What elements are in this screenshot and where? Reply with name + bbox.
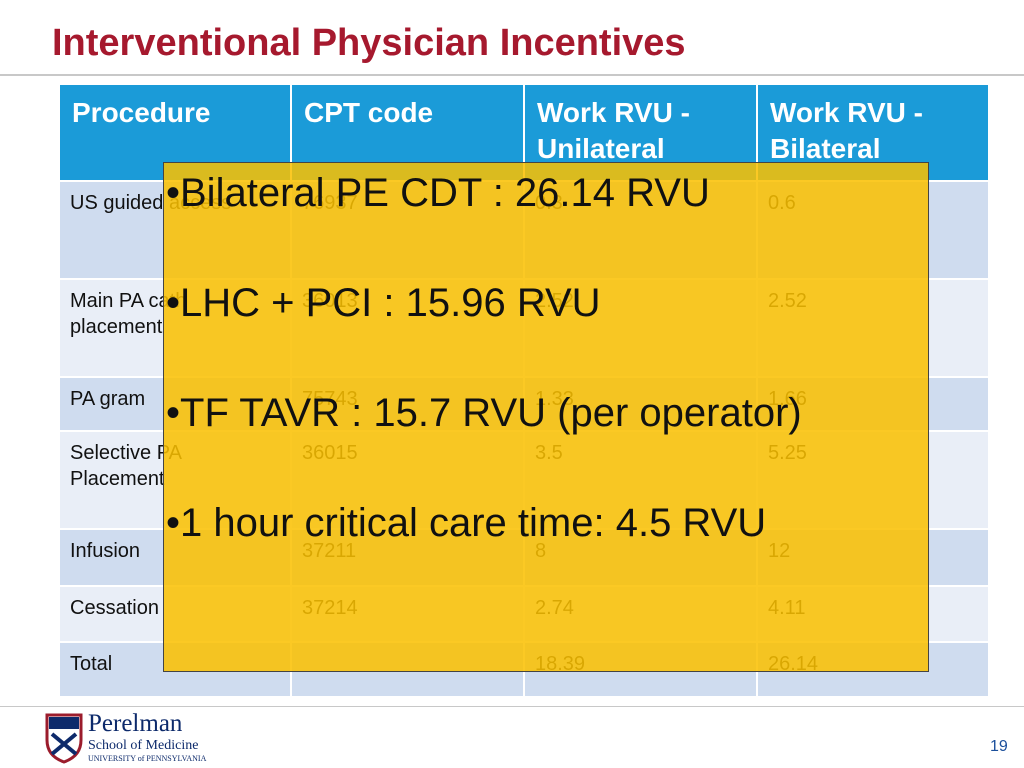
footer-rule	[0, 706, 1024, 707]
slide-title: Interventional Physician Incentives	[52, 22, 686, 64]
overlay-bullet: •Bilateral PE CDT : 26.14 RVU	[166, 171, 710, 215]
logo-shield	[45, 713, 83, 764]
logo-school: School of Medicine	[88, 738, 199, 753]
logo-name: Perelman	[88, 710, 183, 737]
overlay-box: •Bilateral PE CDT : 26.14 RVU •LHC + PCI …	[163, 162, 929, 672]
overlay-bullet: •TF TAVR : 15.7 RVU (per operator)	[166, 391, 802, 435]
title-rule	[0, 74, 1024, 76]
overlay-bullet: •LHC + PCI : 15.96 RVU	[166, 281, 601, 325]
page-number: 19	[990, 738, 1008, 755]
overlay-bullet: •1 hour critical care time: 4.5 RVU	[166, 501, 767, 545]
logo-university: UNIVERSITY of PENNSYLVANIA	[88, 754, 207, 763]
